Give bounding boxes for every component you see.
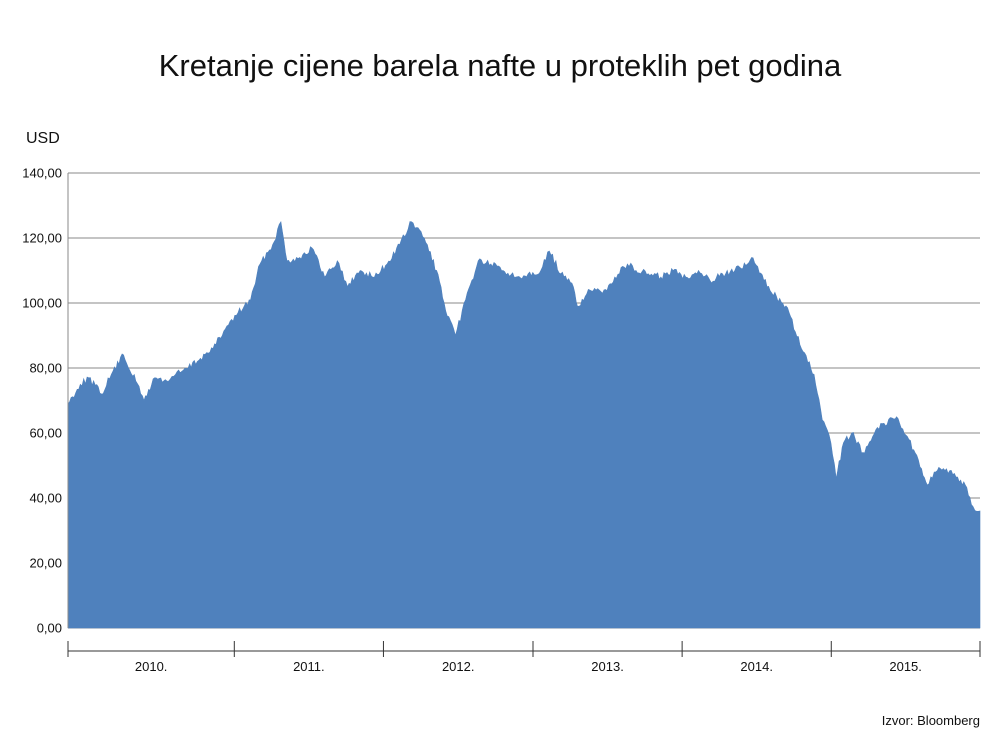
x-tick-label: 2014.: [740, 659, 773, 674]
y-axis-unit: USD: [26, 130, 60, 147]
y-tick-label: 20,00: [29, 556, 62, 571]
x-tick-label: 2012.: [442, 659, 475, 674]
oil-price-area: [67, 220, 981, 629]
x-tick-label: 2013.: [591, 659, 624, 674]
x-tick-label: 2010.: [135, 659, 168, 674]
y-tick-label: 60,00: [29, 426, 62, 441]
y-tick-label: 140,00: [22, 166, 62, 181]
y-axis: 0,00 20,00 40,00 60,00 80,00 100,00 120,00 140,…: [22, 166, 69, 636]
y-tick-label: 80,00: [29, 361, 62, 376]
price-area: [67, 220, 981, 629]
y-tick-label: 100,00: [22, 296, 62, 311]
source-note: Izvor: Bloomberg: [881, 713, 980, 728]
x-axis: 2010. 2011. 2012. 2013. 2014. 2015.: [67, 641, 981, 674]
y-tick-label: 120,00: [22, 231, 62, 246]
x-tick-label: 2015.: [889, 659, 922, 674]
y-tick-label: 40,00: [29, 491, 62, 506]
y-tick-label: 0,00: [37, 621, 62, 636]
x-tick-label: 2011.: [293, 659, 325, 674]
chart-title: Kretanje cijene barela nafte u proteklih…: [158, 48, 842, 83]
